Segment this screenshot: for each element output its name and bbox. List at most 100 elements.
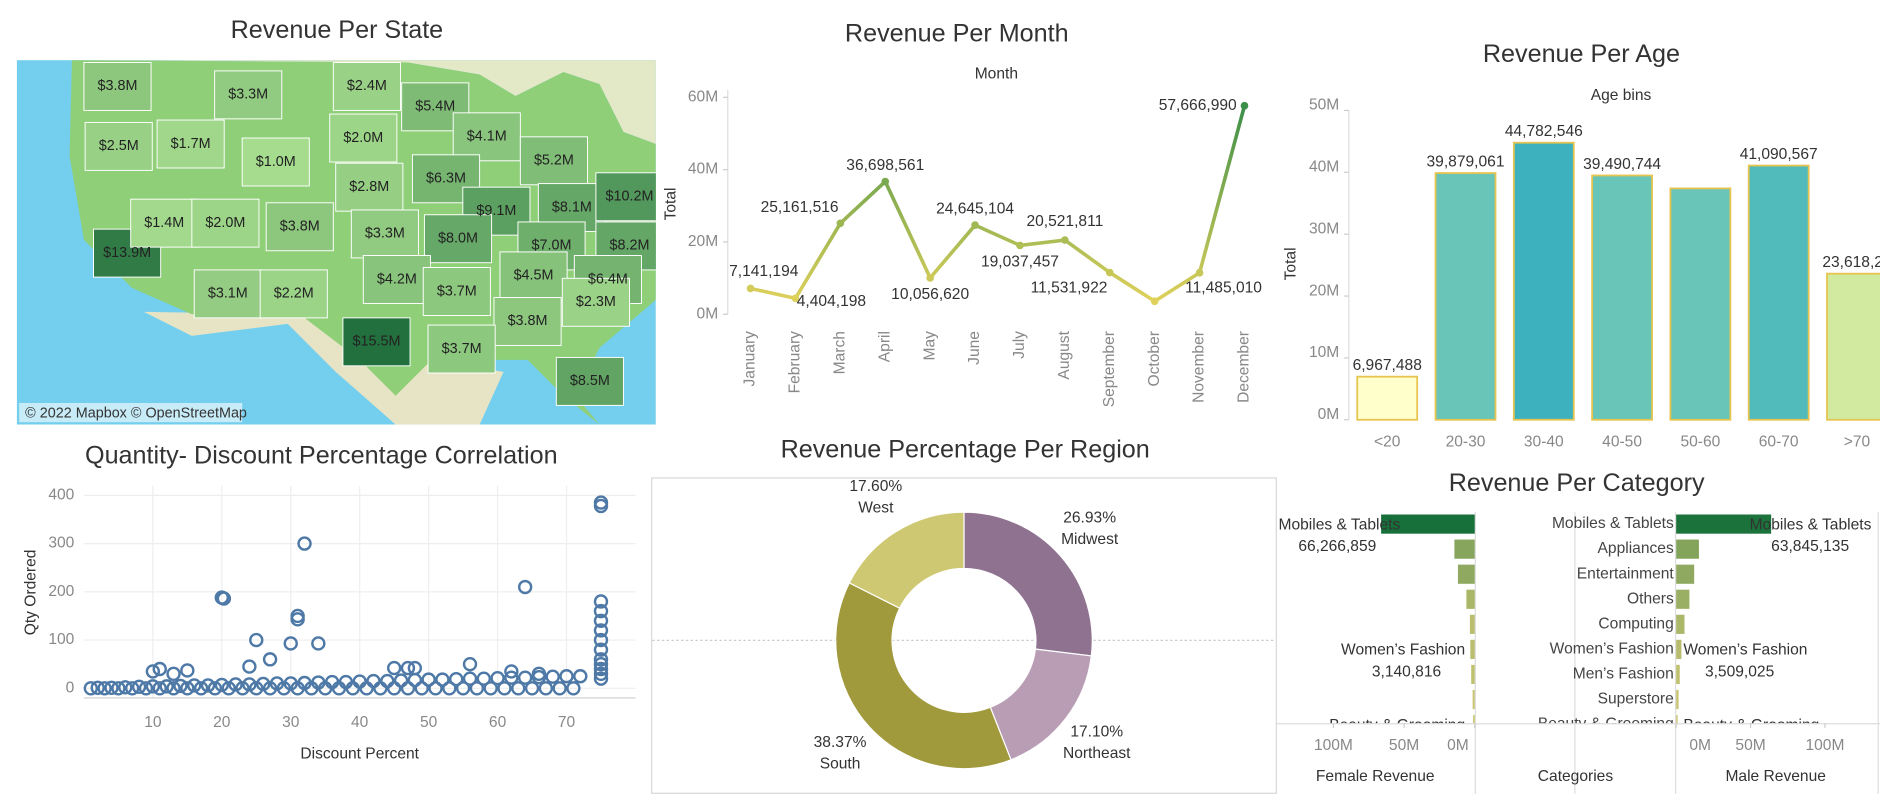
x-tick-label: 20-30: [1446, 434, 1486, 451]
point: [573, 669, 588, 684]
point: [380, 673, 395, 689]
x-tick-label: March: [831, 331, 848, 374]
y-tick-label: 300: [48, 535, 74, 552]
state-region: [595, 172, 656, 222]
state-label: $15.5M: [353, 334, 401, 350]
state-label: $3.8M: [508, 313, 548, 329]
point: [559, 669, 574, 684]
value-label: 4,404,198: [797, 293, 866, 310]
category-label: Computing: [1598, 615, 1673, 632]
state-label: $2.0M: [205, 215, 245, 231]
category-label: Appliances: [1598, 540, 1674, 557]
point: [216, 591, 232, 606]
point: [221, 681, 236, 696]
state-label: $2.2M: [274, 286, 314, 302]
point: [297, 536, 312, 551]
state-label: $7.0M: [532, 238, 572, 254]
bar: [1676, 589, 1690, 609]
value-label: 41,090,567: [1740, 146, 1818, 163]
y-axis-title: Total: [1282, 247, 1299, 280]
value-label: 39,490,744: [1583, 156, 1661, 173]
point: [180, 663, 195, 678]
state-region: [83, 62, 152, 111]
state-region: [335, 162, 404, 212]
y-tick-label: 10M: [1309, 344, 1339, 361]
point: [255, 676, 271, 692]
attribution: © 2022 Mapbox © OpenStreetMap: [25, 406, 247, 422]
point: [881, 177, 890, 186]
bar: [1747, 164, 1810, 421]
slice: [848, 511, 965, 609]
value-label: 6,967,488: [1353, 357, 1422, 374]
point: [104, 680, 119, 696]
x-tick-label: May: [921, 331, 938, 361]
state-label: $3.7M: [442, 341, 482, 357]
x-tick-label: June: [966, 331, 983, 365]
slice-value: 38.37%: [814, 734, 867, 751]
point: [193, 681, 209, 696]
map: $3.8M $3.3M $2.4M $5.4M $2.5M $1.7M $1.0M $2.0M…: [16, 60, 656, 425]
x-tick-label: 20: [213, 714, 231, 731]
bar: [1512, 141, 1575, 421]
x-tick-label: 40: [351, 714, 369, 731]
point: [414, 681, 429, 696]
state-label: $2.0M: [343, 130, 383, 146]
point: [455, 681, 471, 696]
point: [462, 656, 478, 672]
bar-label: Women’s Fashion: [1683, 642, 1807, 659]
state-label: $5.2M: [534, 153, 574, 169]
bar-label: Beauty & Grooming: [1683, 717, 1819, 734]
state-label: $9.1M: [476, 203, 516, 219]
x-tick-label: July: [1011, 331, 1028, 359]
state-label: $4.1M: [467, 129, 507, 145]
category-rows: Mobiles & Tablets Appliances Entertainment…: [1278, 514, 1872, 734]
state-label: $13.9M: [103, 245, 151, 261]
point: [290, 612, 305, 627]
state-label: $4.2M: [377, 271, 417, 287]
point: [538, 681, 554, 696]
point: [552, 681, 567, 696]
axis-title: Male Revenue: [1725, 768, 1825, 785]
x-tick-label: April: [876, 331, 893, 362]
value-label: 3,509,025: [1705, 663, 1775, 680]
point: [462, 671, 478, 686]
category-label: Mobiles & Tablets: [1552, 515, 1674, 532]
bar: [1434, 172, 1497, 421]
value-label: 25,161,516: [761, 199, 839, 216]
category-label: Women’s Fashion: [1550, 640, 1674, 657]
bar-label: Beauty & Grooming: [1329, 717, 1465, 734]
attribution-bg: [19, 402, 243, 423]
y-tick-label: 60M: [688, 88, 718, 105]
y-tick-label: 100: [48, 631, 74, 648]
point: [97, 681, 112, 696]
bar: [1669, 187, 1732, 421]
point: [338, 674, 354, 690]
point: [593, 613, 609, 628]
point: [593, 652, 609, 667]
state-region: [130, 198, 199, 248]
point: [428, 681, 443, 696]
y-tick-label: 200: [48, 583, 74, 600]
point: [504, 664, 519, 679]
point: [926, 274, 935, 282]
point: [166, 666, 181, 682]
state-region: [265, 202, 334, 252]
line: [750, 105, 1247, 304]
x-tick-label: 40-50: [1602, 434, 1642, 451]
point: [421, 672, 436, 687]
point: [449, 671, 464, 687]
slice-label: West: [858, 499, 894, 516]
bar: [1457, 564, 1475, 584]
value-label: 11,531,922: [1031, 279, 1108, 296]
x-tick-label: 50: [420, 714, 438, 731]
point: [173, 678, 188, 694]
point: [593, 603, 609, 619]
point: [297, 675, 312, 691]
state-region: [555, 356, 624, 406]
bar: [1466, 589, 1475, 609]
x-tick-label: <20: [1374, 434, 1401, 451]
state-label: $3.8M: [280, 219, 320, 235]
bar: [1676, 614, 1685, 634]
bar: [1469, 614, 1475, 634]
